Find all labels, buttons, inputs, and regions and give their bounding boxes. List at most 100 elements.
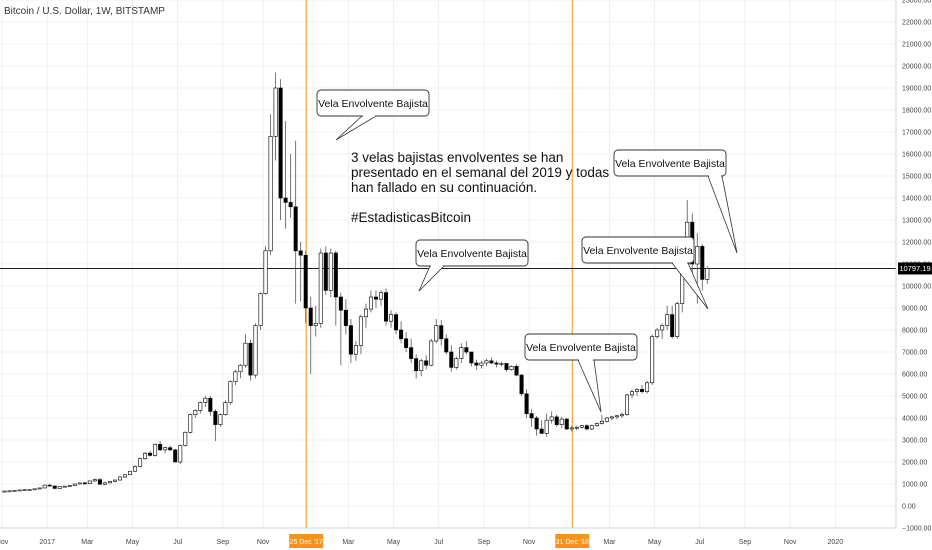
- candle-down: [514, 365, 519, 376]
- y-tick-label: 9000.00: [902, 306, 927, 313]
- candle-up: [102, 482, 107, 485]
- candle-down: [414, 358, 419, 372]
- candle-down: [348, 325, 353, 355]
- x-tick-label: Jul: [695, 539, 704, 546]
- candle-down: [173, 449, 178, 463]
- candle-up: [133, 466, 138, 472]
- date-marker-flag: [555, 534, 590, 548]
- date-marker-flag: [289, 534, 324, 548]
- candle-up: [313, 323, 318, 326]
- candle-up: [77, 482, 82, 485]
- candle-up: [183, 431, 188, 446]
- candle-down: [343, 309, 348, 326]
- candle-down: [97, 479, 102, 485]
- candle-up: [233, 371, 238, 382]
- candle-down: [444, 338, 449, 353]
- candle-down: [248, 342, 253, 376]
- y-tick-label: 7000.00: [902, 350, 927, 357]
- candle-down: [384, 292, 389, 322]
- candle-up: [695, 246, 700, 265]
- candle-up: [635, 389, 640, 392]
- y-tick-label: 1000.00: [902, 482, 927, 489]
- y-tick-label: 15000.00: [902, 174, 931, 181]
- callout-box: [613, 149, 727, 177]
- y-tick-label: 4000.00: [902, 416, 927, 423]
- x-tick-label: Nov: [784, 539, 797, 546]
- y-tick-label: 5000.00: [902, 394, 927, 401]
- symbol-title: Bitcoin / U.S. Dollar, 1W, BITSTAMP: [4, 6, 165, 17]
- callout-label: Vela Envolvente Bajista: [583, 245, 693, 257]
- y-tick-label: 6000.00: [902, 372, 927, 379]
- y-tick-label: 13000.00: [902, 218, 931, 225]
- candle-up: [459, 347, 464, 359]
- price-axis[interactable]: −1000.00 0.00 1000.00 2000.00 3000.00 4000.00…: [902, 0, 931, 533]
- candle-up: [379, 292, 384, 300]
- y-tick-label: 17000.00: [902, 130, 931, 137]
- candle-up: [599, 420, 604, 424]
- price-tag-label: 10797.19: [899, 264, 930, 273]
- candle-up: [243, 342, 248, 366]
- candle-up: [655, 329, 660, 337]
- candle-down: [489, 360, 494, 364]
- candle-up: [614, 415, 619, 418]
- callout-label: Vela Envolvente Bajista: [615, 158, 725, 170]
- candle-up: [604, 417, 609, 422]
- candle-down: [554, 416, 559, 425]
- candle-down: [529, 413, 534, 419]
- candle-down: [283, 197, 288, 203]
- candle-up: [203, 397, 208, 403]
- candle-up: [223, 402, 228, 416]
- candle-down: [52, 485, 57, 489]
- candle-down: [424, 360, 429, 366]
- candle-up: [117, 476, 122, 481]
- x-tick-label: 2017: [39, 539, 55, 546]
- candle-up: [559, 418, 564, 425]
- annotation-callout: Vela Envolvente Bajista: [613, 149, 738, 254]
- candle-up: [328, 252, 333, 291]
- candle-down: [208, 397, 213, 412]
- candle-up: [27, 489, 32, 491]
- candle-up: [218, 414, 223, 425]
- candle-down: [404, 338, 409, 348]
- candle-up: [619, 414, 624, 417]
- candle-up: [594, 423, 599, 426]
- note-line-1: 3 velas bajistas envolventes se han: [351, 150, 564, 165]
- candle-up: [153, 444, 158, 456]
- callout-box: [581, 236, 695, 264]
- candle-up: [143, 452, 148, 460]
- candle-down: [474, 362, 479, 366]
- candle-up: [198, 402, 203, 411]
- callout-pointer: [418, 265, 445, 292]
- candle-up: [509, 365, 514, 370]
- y-tick-label: 0.00: [902, 504, 916, 511]
- annotation-callout: Vela Envolvente Bajista: [524, 333, 638, 413]
- candle-up: [7, 490, 12, 493]
- y-tick-label: 21000.00: [902, 42, 931, 49]
- x-tick-label: May: [387, 539, 401, 546]
- callout-box: [415, 239, 529, 267]
- candle-up: [17, 489, 22, 492]
- candle-up: [389, 314, 394, 322]
- candle-up: [258, 293, 263, 326]
- annotation-callout: Vela Envolvente Bajista: [415, 239, 529, 292]
- annotation-callout: Vela Envolvente Bajista: [581, 236, 709, 310]
- x-tick-label: Sep: [478, 539, 491, 546]
- candle-up: [574, 426, 579, 429]
- candle-down: [439, 325, 444, 340]
- candle-up: [67, 485, 72, 487]
- candle-up: [660, 325, 665, 331]
- candle-up: [268, 136, 273, 252]
- candle-up: [87, 480, 92, 484]
- candle-up: [363, 308, 368, 318]
- time-axis[interactable]: Nov 2017 Mar May Jul Sep Nov Mar May Jul Sep Nov Mar…: [0, 539, 843, 546]
- candle-down: [158, 444, 163, 451]
- candle-up: [609, 416, 614, 419]
- candle-up: [454, 358, 459, 368]
- candle-down: [670, 314, 675, 337]
- candle-down: [519, 374, 524, 395]
- x-tick-label: May: [126, 539, 140, 546]
- note-hashtag: #EstadisticasBitcoin: [351, 210, 472, 225]
- candle-down: [148, 452, 153, 456]
- candle-down: [539, 428, 544, 434]
